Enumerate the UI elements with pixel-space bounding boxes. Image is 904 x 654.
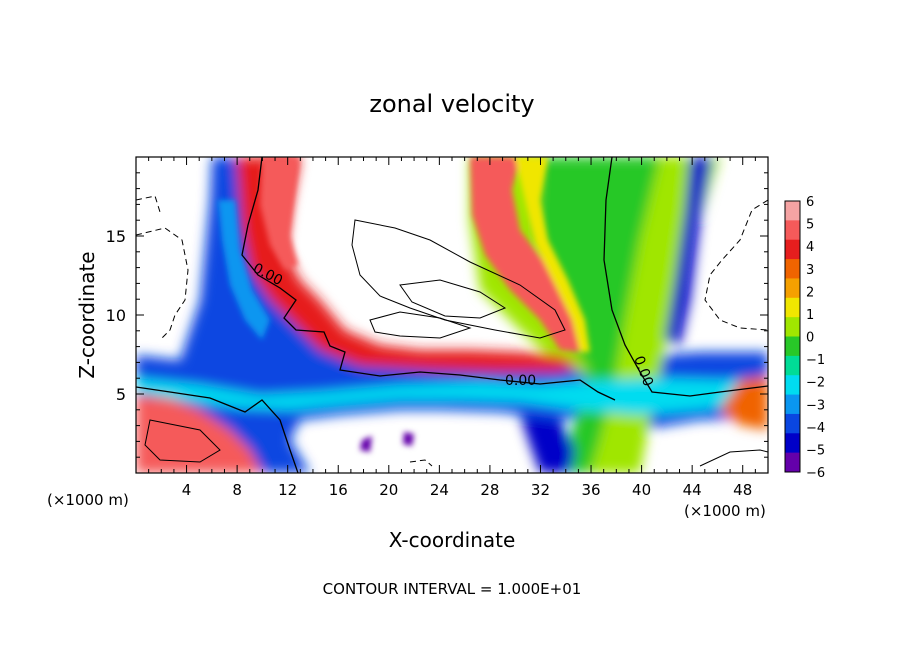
- colorbar-swatch: [785, 394, 800, 415]
- left-top-warm: [260, 157, 300, 270]
- colorbar-swatch: [785, 433, 800, 454]
- colorbar-label: 3: [806, 263, 814, 278]
- lower-left-warm: [136, 395, 262, 473]
- purple-speck-b: [403, 432, 414, 446]
- colorbar-frame: [784, 200, 801, 473]
- top-warm-band: [470, 157, 585, 352]
- colorbar-swatch: [785, 375, 800, 396]
- x-unit-label: (×1000 m): [47, 491, 129, 509]
- x-tick-label: 20: [379, 481, 398, 499]
- colorbar-swatch: [785, 201, 800, 221]
- y-axis-ticks: 5 10 15: [106, 172, 768, 458]
- heatmap-field: 0.00 0.00 0.00: [136, 157, 768, 473]
- colorbar-label: −5: [806, 443, 825, 458]
- x-axis-label: X-coordinate: [389, 528, 516, 552]
- left-column-blue: [218, 200, 270, 340]
- x-tick-label: 8: [232, 481, 242, 499]
- x-tick-label: 4: [182, 481, 192, 499]
- left-red-band: [236, 157, 580, 372]
- colorbar-label: −2: [806, 376, 825, 391]
- x-tick-label: 36: [581, 481, 600, 499]
- purple-speck-a: [360, 436, 372, 452]
- x-tick-label: 28: [480, 481, 499, 499]
- y-axis-label: Z-coordinate: [75, 251, 99, 378]
- y-tick-label: 5: [116, 385, 126, 404]
- lower-band: [136, 378, 768, 415]
- contour-zero-right: [603, 157, 768, 397]
- colorbar-swatch: [785, 355, 800, 376]
- x-axis-ticks: 4 8 12 16 20 24 28 32 36 40 44 48: [148, 157, 756, 499]
- x-tick-label: 32: [531, 481, 550, 499]
- colorbar-label: −6: [806, 466, 825, 481]
- dashed-bottom: [409, 459, 433, 467]
- contour-label: 0.00: [505, 373, 536, 389]
- colorbar-swatch: [785, 317, 800, 337]
- x-tick-label: 44: [683, 481, 702, 499]
- jet-core: [535, 157, 660, 473]
- colorbar-label: −1: [806, 353, 825, 368]
- x-tick-label: 40: [632, 481, 651, 499]
- contour-right-bottom: [699, 449, 768, 467]
- contour-interval-footer: CONTOUR INTERVAL = 1.000E+01: [323, 580, 582, 598]
- x-tick-label: 48: [733, 481, 752, 499]
- x-tick-label: 24: [430, 481, 449, 499]
- top-yellow-band: [515, 157, 590, 352]
- colorbar-label: 2: [806, 285, 814, 300]
- dashed-left: [136, 227, 189, 341]
- deep-blue-zone: [520, 415, 575, 473]
- contour-bottom-left: [144, 419, 221, 463]
- colorbar: 6 5 4 3 2 1 0 −1 −2 −3 −4 −5 −6: [784, 195, 825, 481]
- colorbar-swatch: [785, 413, 800, 434]
- colorbar-label: 0: [806, 331, 814, 346]
- colorbar-swatch: [785, 336, 800, 357]
- dashed-left-top: [136, 195, 161, 213]
- contours: [136, 157, 768, 473]
- dashed-contours: [136, 195, 768, 467]
- contour-zero-left: [241, 157, 616, 401]
- colorbar-label: 6: [806, 195, 814, 210]
- colorbar-swatch: [785, 220, 800, 241]
- colorbar-label: −4: [806, 421, 825, 436]
- contour-upper-loop: [351, 219, 566, 339]
- contour-inner-loop: [399, 279, 507, 319]
- contour-lower: [136, 386, 299, 473]
- colorbar-swatch: [785, 259, 800, 279]
- right-deep-blue: [665, 157, 712, 345]
- x-tick-label: 12: [278, 481, 297, 499]
- colorbar-label: 1: [806, 308, 814, 323]
- colorbar-label: 4: [806, 240, 814, 255]
- colorbar-swatch: [785, 452, 800, 473]
- y-tick-label: 15: [106, 227, 126, 246]
- z-unit-label: (×1000 m): [684, 502, 766, 520]
- colorbar-label: −3: [806, 398, 825, 413]
- contour-inner-loop-b: [369, 311, 472, 339]
- chart-title: zonal velocity: [369, 90, 534, 118]
- right-lower-warm: [720, 376, 768, 430]
- y-tick-label: 10: [106, 306, 126, 325]
- colorbar-swatch: [785, 278, 800, 299]
- colorbar-swatch: [785, 297, 800, 318]
- x-tick-label: 16: [329, 481, 348, 499]
- dashed-right: [704, 199, 768, 331]
- colorbar-swatch: [785, 239, 800, 260]
- colorbar-label: 5: [806, 218, 814, 233]
